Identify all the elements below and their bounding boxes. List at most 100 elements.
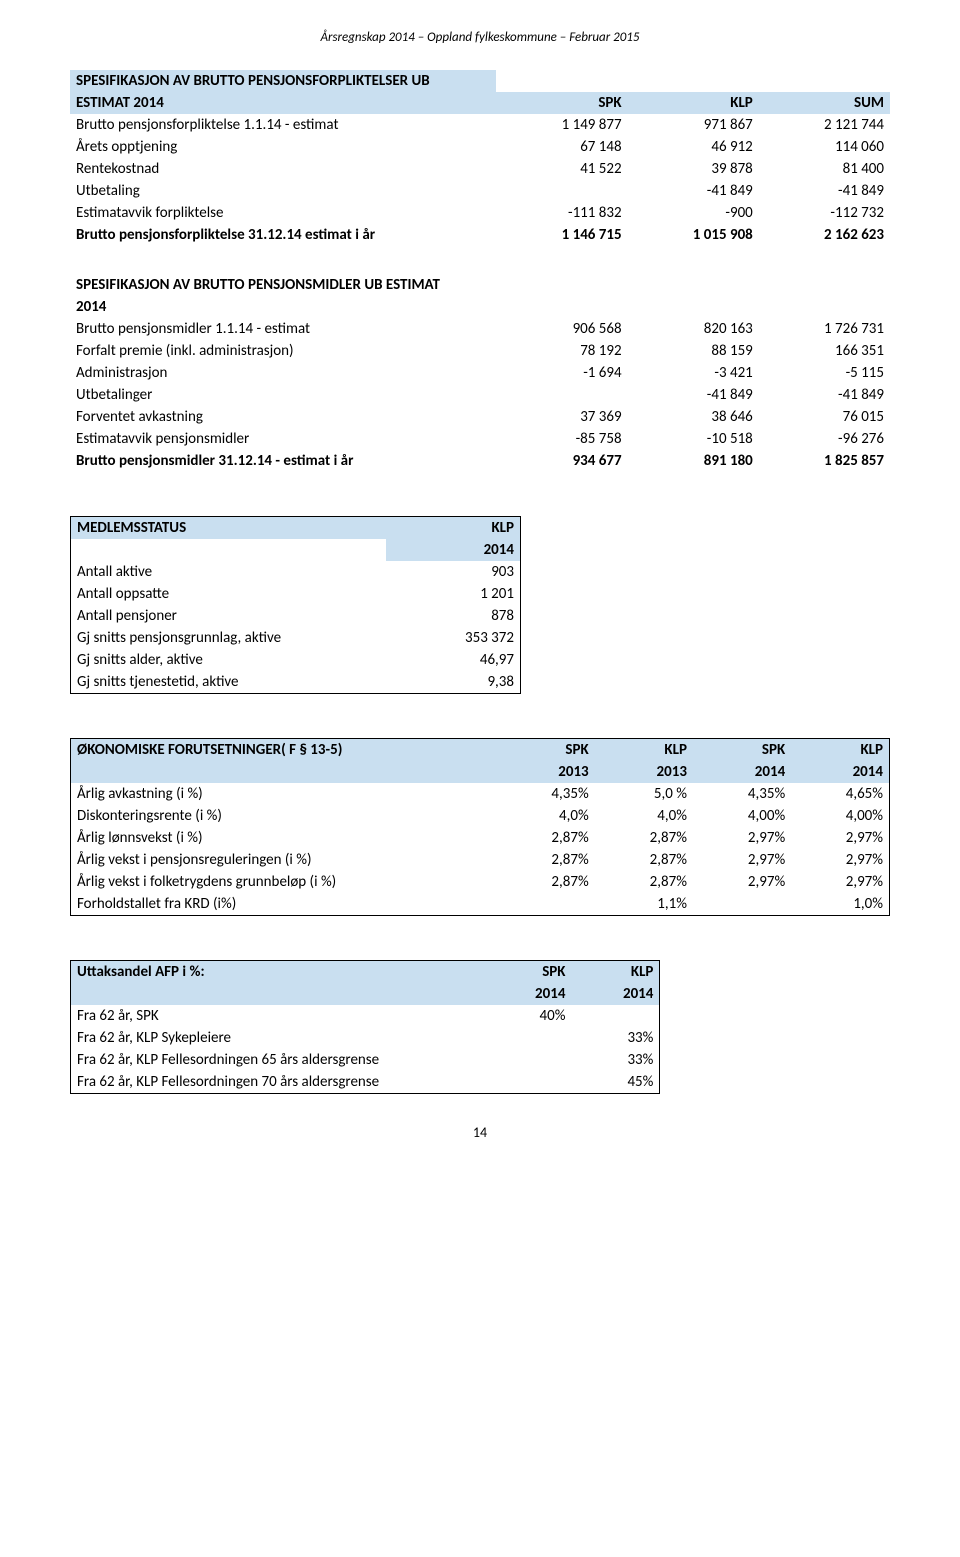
t1-total-0: 1 146 715 xyxy=(496,224,627,246)
table-cell: -1 694 xyxy=(496,362,627,384)
table-okonomiske: ØKONOMISKE FORUTSETNINGER( F § 13-5) SPK… xyxy=(70,738,890,916)
table-cell: 2,97% xyxy=(693,871,791,893)
table-cell: 2,87% xyxy=(496,849,594,871)
table-cell: 46 912 xyxy=(628,136,759,158)
t1-total-1: 1 015 908 xyxy=(628,224,759,246)
table-cell: 67 148 xyxy=(496,136,627,158)
table-cell: 9,38 xyxy=(386,671,521,694)
table-cell: 5,0 % xyxy=(595,783,693,805)
table-row-label: Gj snitts pensjonsgrunnlag, aktive xyxy=(71,627,386,649)
table-row-label: Antall pensjoner xyxy=(71,605,386,627)
table-cell: 906 568 xyxy=(496,318,627,340)
table-row-label: Brutto pensjonsmidler 1.1.14 - estimat xyxy=(70,318,496,340)
t2-total-label: Brutto pensjonsmidler 31.12.14 - estimat… xyxy=(70,450,496,472)
page-number: 14 xyxy=(70,1124,890,1141)
table-medlemsstatus: MEDLEMSSTATUS KLP 2014 Antall aktive903A… xyxy=(70,516,521,694)
table-pensjonsforpliktelser: SPESIFIKASJON AV BRUTTO PENSJONSFORPLIKT… xyxy=(70,70,890,246)
table-cell: -3 421 xyxy=(628,362,759,384)
t1-col-spk: SPK xyxy=(496,92,627,114)
t4-c1: KLP xyxy=(595,739,693,762)
table-cell: 4,65% xyxy=(791,783,889,805)
t4-y3: 2014 xyxy=(791,761,889,783)
table-row-label: Estimatavvik forpliktelse xyxy=(70,202,496,224)
t2-total-2: 1 825 857 xyxy=(759,450,890,472)
table-cell: 40% xyxy=(483,1005,571,1027)
table-cell: 45% xyxy=(571,1071,659,1094)
table-cell: -41 849 xyxy=(628,180,759,202)
table-cell: 1,0% xyxy=(791,893,889,916)
t2-total-1: 891 180 xyxy=(628,450,759,472)
t1-col-klp: KLP xyxy=(628,92,759,114)
table-uttaksandel: Uttaksandel AFP i %: SPK KLP 2014 2014 F… xyxy=(70,960,660,1094)
table-cell: 88 159 xyxy=(628,340,759,362)
table-cell: 1 726 731 xyxy=(759,318,890,340)
table-cell xyxy=(693,893,791,916)
table-cell xyxy=(483,1049,571,1071)
t1-title1: SPESIFIKASJON AV BRUTTO PENSJONSFORPLIKT… xyxy=(70,70,496,92)
table-row-label: Fra 62 år, KLP Sykepleiere xyxy=(71,1027,484,1049)
table-row-label: Årlig vekst i folketrygdens grunnbeløp (… xyxy=(71,871,497,893)
table-row-label: Utbetaling xyxy=(70,180,496,202)
table-cell: 4,0% xyxy=(595,805,693,827)
table-cell: 4,35% xyxy=(693,783,791,805)
t4-y0: 2013 xyxy=(496,761,594,783)
table-row-label: Brutto pensjonsforpliktelse 1.1.14 - est… xyxy=(70,114,496,136)
table-cell: 166 351 xyxy=(759,340,890,362)
table-cell xyxy=(571,1005,659,1027)
table-row-label: Rentekostnad xyxy=(70,158,496,180)
table-row-label: Årlig lønnsvekst (i %) xyxy=(71,827,497,849)
table-cell: -41 849 xyxy=(628,384,759,406)
page-header: Årsregnskap 2014 – Oppland fylkeskommune… xyxy=(70,30,890,45)
t5-c1: KLP xyxy=(571,961,659,984)
table-cell: -5 115 xyxy=(759,362,890,384)
t2-title2: 2014 xyxy=(70,296,496,318)
table-cell: 37 369 xyxy=(496,406,627,428)
table-cell: 2,87% xyxy=(496,871,594,893)
table-cell: -10 518 xyxy=(628,428,759,450)
table-cell: 4,00% xyxy=(791,805,889,827)
table-row-label: Administrasjon xyxy=(70,362,496,384)
table-row-label: Forventet avkastning xyxy=(70,406,496,428)
table-cell xyxy=(496,893,594,916)
table-cell: 4,0% xyxy=(496,805,594,827)
table-cell: 2,97% xyxy=(693,827,791,849)
t5-y0: 2014 xyxy=(483,983,571,1005)
table-cell: 2,97% xyxy=(791,827,889,849)
t2-title1: SPESIFIKASJON AV BRUTTO PENSJONSMIDLER U… xyxy=(70,274,496,296)
table-cell: 903 xyxy=(386,561,521,583)
t1-total-2: 2 162 623 xyxy=(759,224,890,246)
table-cell: 114 060 xyxy=(759,136,890,158)
table-cell: 820 163 xyxy=(628,318,759,340)
table-cell xyxy=(496,384,627,406)
table-cell: 4,35% xyxy=(496,783,594,805)
table-cell: -111 832 xyxy=(496,202,627,224)
t4-y1: 2013 xyxy=(595,761,693,783)
t5-y1: 2014 xyxy=(571,983,659,1005)
t1-title2: ESTIMAT 2014 xyxy=(70,92,496,114)
table-row-label: Antall oppsatte xyxy=(71,583,386,605)
table-cell: 33% xyxy=(571,1049,659,1071)
table-row-label: Gj snitts alder, aktive xyxy=(71,649,386,671)
table-row-label: Gj snitts tjenestetid, aktive xyxy=(71,671,386,694)
table-cell: 2,87% xyxy=(595,871,693,893)
table-cell: 878 xyxy=(386,605,521,627)
table-cell: -41 849 xyxy=(759,180,890,202)
t4-y2: 2014 xyxy=(693,761,791,783)
t1-total-label: Brutto pensjonsforpliktelse 31.12.14 est… xyxy=(70,224,496,246)
table-cell: 2 121 744 xyxy=(759,114,890,136)
t3-year: 2014 xyxy=(386,539,521,561)
table-cell: 1 201 xyxy=(386,583,521,605)
table-cell: -96 276 xyxy=(759,428,890,450)
table-row-label: Årlig vekst i pensjonsreguleringen (i %) xyxy=(71,849,497,871)
table-cell: 41 522 xyxy=(496,158,627,180)
table-cell: 33% xyxy=(571,1027,659,1049)
table-cell: 46,97 xyxy=(386,649,521,671)
table-cell: 2,97% xyxy=(693,849,791,871)
table-cell: -85 758 xyxy=(496,428,627,450)
table-cell: 2,87% xyxy=(496,827,594,849)
table-cell: -900 xyxy=(628,202,759,224)
table-cell: 1,1% xyxy=(595,893,693,916)
table-cell: 2,97% xyxy=(791,849,889,871)
t3-col: KLP xyxy=(386,517,521,540)
t4-header: ØKONOMISKE FORUTSETNINGER( F § 13-5) xyxy=(71,739,497,762)
